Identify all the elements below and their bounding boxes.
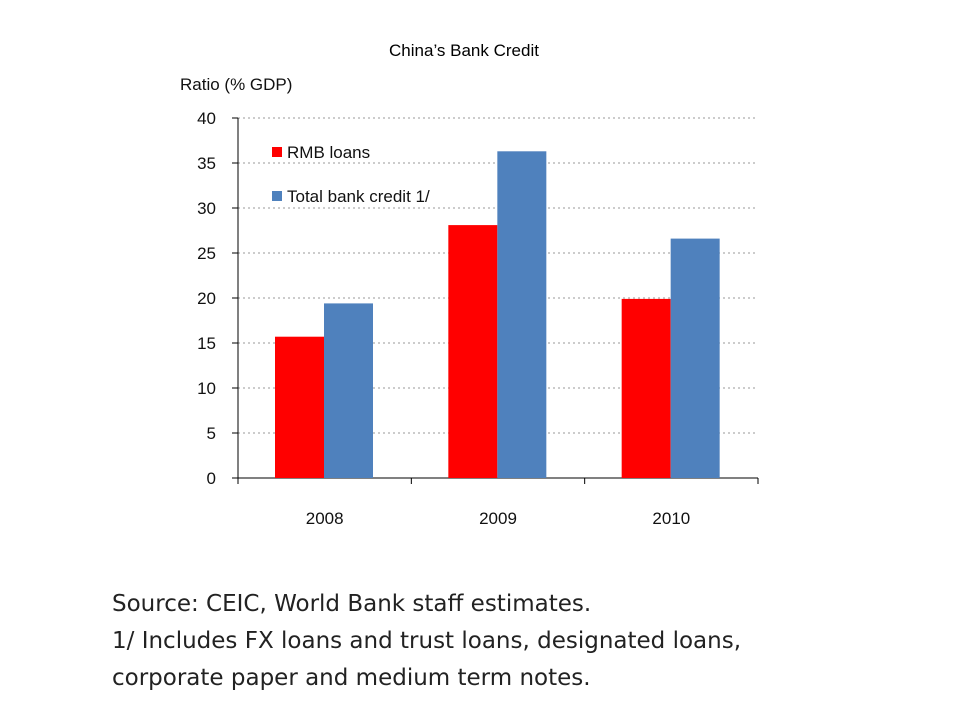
legend-swatch xyxy=(272,191,282,201)
x-tick-label: 2008 xyxy=(306,509,344,528)
bar-rmb-loans-2008 xyxy=(275,336,324,478)
bar-chart: Ratio (% GDP) 0 5 10 15 20 25 30 35 40 2008 2009 201… xyxy=(180,75,759,528)
y-tick-label: 15 xyxy=(197,334,216,353)
legend-label: Total bank credit 1/ xyxy=(287,187,430,206)
bar-total-bank-credit-2010 xyxy=(670,238,720,478)
y-axis-label: Ratio (% GDP) xyxy=(180,75,292,94)
y-tick-label: 20 xyxy=(197,289,216,308)
legend-swatch xyxy=(272,147,282,157)
bar-total-bank-credit-2008 xyxy=(324,303,373,478)
y-tick-label: 40 xyxy=(197,109,216,128)
bars xyxy=(275,151,720,479)
footnotes: Source: CEIC, World Bank staff estimates… xyxy=(112,586,932,697)
legend-label: RMB loans xyxy=(287,143,370,162)
slide-title: China’s Bank Credit xyxy=(389,41,539,60)
x-tick-label: 2009 xyxy=(479,509,517,528)
y-tick-label: 0 xyxy=(207,469,216,488)
y-tick-label: 30 xyxy=(197,199,216,218)
bar-rmb-loans-2009 xyxy=(448,225,498,478)
y-tick-label: 25 xyxy=(197,244,216,263)
x-tick-label: 2010 xyxy=(652,509,690,528)
tick-labels: Ratio (% GDP) 0 5 10 15 20 25 30 35 40 2008 2009 201… xyxy=(180,75,690,528)
footnote-1-continued: corporate paper and medium term notes. xyxy=(112,665,591,691)
y-tick-label: 35 xyxy=(197,154,216,173)
y-tick-label: 5 xyxy=(207,424,216,443)
bar-total-bank-credit-2009 xyxy=(497,151,547,479)
footnote-1: 1/ Includes FX loans and trust loans, de… xyxy=(112,628,742,654)
source-note: Source: CEIC, World Bank staff estimates… xyxy=(112,591,592,617)
bar-rmb-loans-2010 xyxy=(621,298,671,478)
legend: RMB loans Total bank credit 1/ xyxy=(272,143,430,206)
y-tick-label: 10 xyxy=(197,379,216,398)
